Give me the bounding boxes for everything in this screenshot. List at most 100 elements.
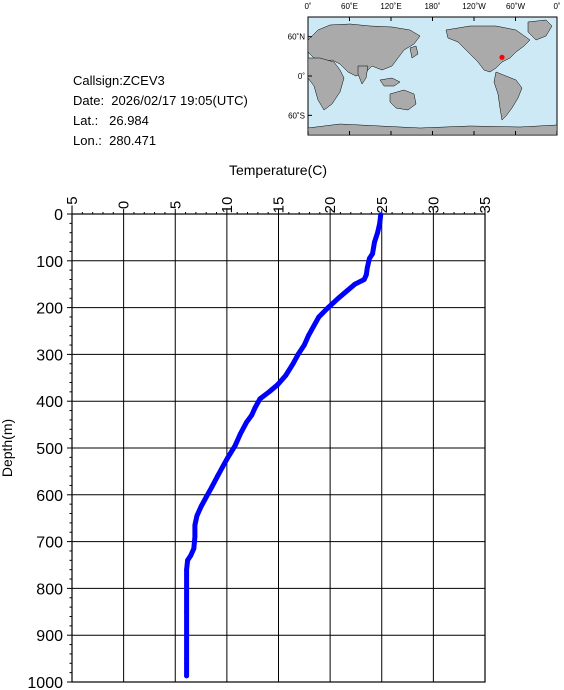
y-tick-label: 200 xyxy=(36,301,63,318)
profile-point xyxy=(325,305,331,310)
land-australia xyxy=(389,89,417,111)
land-india xyxy=(357,65,369,85)
map-lat-label: 0˚ xyxy=(298,72,305,81)
map-labels: 0˚ 60˚E 120˚E 180˚ 120˚W 60˚W 0˚ 60˚N 0˚ 60˚S xyxy=(288,2,561,120)
profile-point xyxy=(283,373,289,378)
profile-point xyxy=(232,443,238,449)
y-tick-label: 900 xyxy=(36,628,63,645)
plot-frame xyxy=(71,213,486,683)
profile-point xyxy=(192,522,198,528)
profile-point xyxy=(203,494,209,500)
profile-point xyxy=(185,557,191,563)
profile-point xyxy=(363,272,369,278)
land-north-america xyxy=(445,25,531,73)
y-axis-title: Depth(m) xyxy=(0,419,15,477)
profile-point xyxy=(336,295,341,301)
x-tick-label: 25 xyxy=(374,197,391,214)
profile-point xyxy=(209,485,214,491)
y-tick-label: 300 xyxy=(36,347,63,364)
profile-point xyxy=(215,473,221,479)
profile-point xyxy=(370,251,375,257)
y-tick-label: 600 xyxy=(36,488,63,505)
profile-point xyxy=(378,212,384,218)
profile-point xyxy=(220,464,226,470)
profile-point xyxy=(237,431,243,437)
profile-point xyxy=(257,396,263,402)
profile-point xyxy=(306,333,311,339)
profile-point xyxy=(184,609,190,615)
y-tick-label: 400 xyxy=(36,394,63,411)
y-tick-label: 500 xyxy=(36,441,63,458)
profile-point xyxy=(249,412,255,418)
profile-point xyxy=(184,567,190,573)
land-japan xyxy=(409,45,419,59)
x-tick-label: −5 xyxy=(64,196,81,213)
temperature-profile-line xyxy=(184,212,384,679)
profile-point xyxy=(191,546,197,551)
minor-ticks xyxy=(69,212,476,674)
longitude-label: Lon.: 280.471 xyxy=(73,133,157,148)
station-marker xyxy=(499,54,505,60)
profile-point xyxy=(184,632,190,638)
chart-grid xyxy=(67,209,486,683)
profile-point xyxy=(275,382,280,388)
land-south-america xyxy=(493,71,523,121)
x-tick-label: 35 xyxy=(477,197,494,214)
land-indonesia xyxy=(379,77,401,87)
profile-point xyxy=(301,342,307,348)
y-tick-label: 800 xyxy=(36,581,63,598)
x-tick-label: 10 xyxy=(219,197,236,214)
profile-point xyxy=(295,352,301,357)
profile-point xyxy=(352,281,358,287)
profile-point xyxy=(372,239,377,245)
y-tick-labels: 0 100 200 300 400 500 600 700 800 900 1000 xyxy=(27,207,63,690)
map-lon-label: 0˚ xyxy=(304,2,311,11)
profile-point xyxy=(361,277,367,282)
profile-point xyxy=(377,221,383,226)
profile-point xyxy=(225,455,231,460)
x-tick-label: 5 xyxy=(167,201,184,209)
profile-point xyxy=(184,673,190,679)
land-africa xyxy=(307,57,345,111)
x-axis-title: Temperature(C) xyxy=(229,162,327,178)
map-lon-label: 120˚E xyxy=(380,2,401,11)
profile-point xyxy=(192,534,198,540)
x-tick-labels: −5 0 5 10 15 20 25 30 35 xyxy=(64,196,494,213)
profile-point xyxy=(194,513,200,519)
profile-point xyxy=(367,256,372,261)
profile-point xyxy=(311,323,316,329)
profile-point xyxy=(364,265,370,271)
x-tick-label: 20 xyxy=(322,197,339,214)
map-landmasses xyxy=(307,19,558,136)
profile-point xyxy=(344,288,349,294)
map-lon-label: 60˚W xyxy=(506,2,526,11)
profile-point xyxy=(290,361,296,367)
map-lon-label: 0˚ xyxy=(553,2,560,11)
profile-point xyxy=(244,419,249,425)
latitude-label: Lat.: 26.984 xyxy=(73,113,149,128)
y-tick-label: 700 xyxy=(36,535,63,552)
map-lon-label: 180˚ xyxy=(424,2,440,11)
x-tick-label: 0 xyxy=(116,201,133,209)
x-tick-label: 30 xyxy=(425,197,442,214)
date-label: Date: 2026/02/17 19:05(UTC) xyxy=(73,93,248,108)
map-lat-label: 60˚N xyxy=(288,33,306,42)
profile-point xyxy=(316,314,322,320)
map-ticks xyxy=(307,17,558,135)
profile-point xyxy=(252,405,258,411)
profile-point xyxy=(375,230,380,236)
y-tick-label: 1000 xyxy=(27,675,63,690)
profile-point xyxy=(184,586,190,591)
land-greenland xyxy=(527,19,553,41)
profile-point xyxy=(184,656,190,661)
map-lon-label: 60˚E xyxy=(341,2,358,11)
profile-point xyxy=(188,553,194,558)
series-group xyxy=(184,212,384,679)
y-tick-label: 100 xyxy=(36,254,63,271)
map-lat-label: 60˚S xyxy=(288,111,305,120)
callsign-label: Callsign:ZCEV3 xyxy=(73,73,165,88)
profile-point xyxy=(266,389,272,395)
y-tick-label: 0 xyxy=(54,207,63,224)
